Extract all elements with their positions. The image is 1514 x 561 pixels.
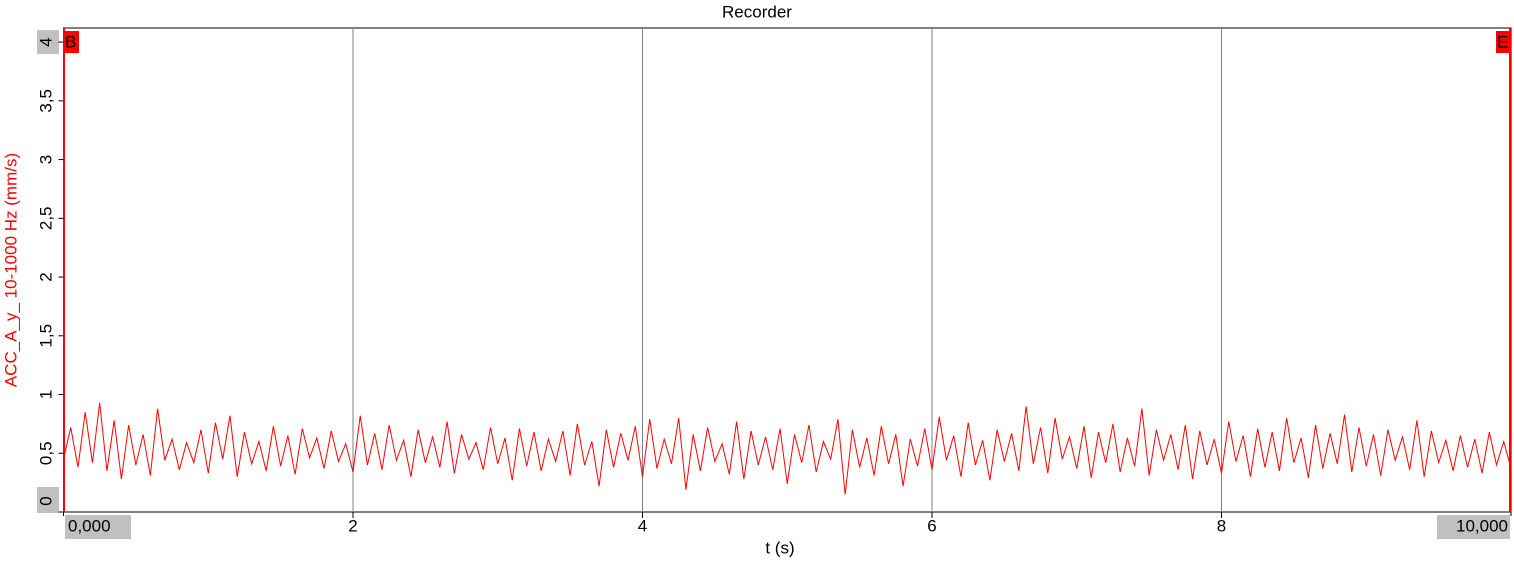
x-tick-label: 6 <box>927 516 936 535</box>
y-tick-label: 3 <box>36 155 55 164</box>
cursor-box <box>1496 31 1511 53</box>
tick-label-box <box>65 515 131 539</box>
cursor-box <box>64 31 79 53</box>
y-tick-label: 4 <box>36 37 55 46</box>
data-line <box>63 402 1512 495</box>
y-tick-label: 0,5 <box>36 441 55 465</box>
y-tick-label: 1,5 <box>36 324 55 348</box>
x-tick-label: 10,000 <box>1456 516 1508 535</box>
y-axis-label: ACC_A_y_ 10-1000 Hz (mm/s) <box>1 153 20 387</box>
cursor-label: E <box>1497 32 1508 51</box>
cursor-label: B <box>65 32 76 51</box>
y-tick-label: 2 <box>36 272 55 281</box>
x-tick-label: 2 <box>348 516 357 535</box>
plot-area <box>63 27 1512 513</box>
x-tick-label: 8 <box>1217 516 1226 535</box>
tick-label-box <box>37 487 59 513</box>
tick-label-box <box>37 30 59 55</box>
tick-label-box <box>1437 515 1510 539</box>
y-tick-label: 1 <box>36 390 55 399</box>
x-tick-label: 0,000 <box>68 516 111 535</box>
y-tick-label: 2,5 <box>36 206 55 230</box>
y-tick-label: 3,5 <box>36 89 55 113</box>
x-axis-label: t (s) <box>765 538 794 557</box>
chart-title: Recorder <box>722 2 792 21</box>
x-tick-label: 4 <box>638 516 647 535</box>
y-tick-label: 0 <box>36 496 55 505</box>
